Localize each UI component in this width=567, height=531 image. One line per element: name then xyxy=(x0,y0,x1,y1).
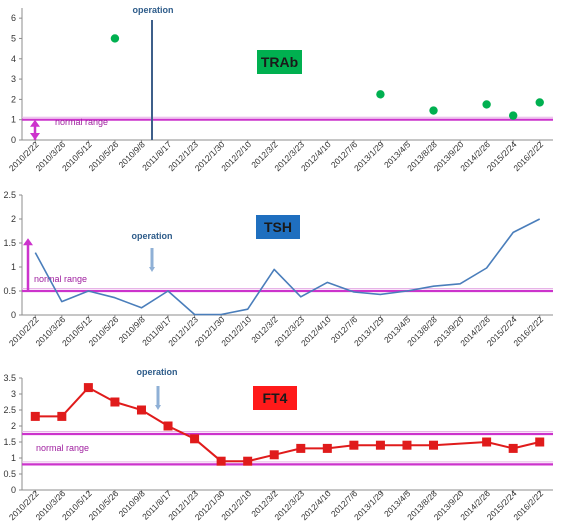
data-point xyxy=(508,443,518,453)
y-tick-label: 0 xyxy=(11,485,16,495)
y-tick-label: 6 xyxy=(11,13,16,23)
y-tick-label: 2 xyxy=(11,214,16,224)
data-point xyxy=(83,383,93,393)
y-tick-label: 2.5 xyxy=(3,405,16,415)
data-point xyxy=(429,440,439,450)
operation-label: operation xyxy=(131,231,172,241)
marker-label-box xyxy=(253,386,297,410)
data-point xyxy=(376,90,385,99)
data-point xyxy=(57,411,67,421)
normal-range-arrow-head xyxy=(30,133,40,140)
y-tick-label: 2 xyxy=(11,94,16,104)
y-tick-label: 4 xyxy=(11,54,16,64)
y-tick-label: 1 xyxy=(11,453,16,463)
y-tick-label: 1 xyxy=(11,115,16,125)
y-tick-label: 0 xyxy=(11,135,16,145)
data-point xyxy=(535,437,545,447)
data-point xyxy=(535,98,544,107)
data-point xyxy=(163,421,173,431)
chart-1: 01234562010/2/222010/3/262010/5/122010/5… xyxy=(7,5,553,173)
normal-range-label: normal range xyxy=(36,443,89,453)
y-tick-label: 1.5 xyxy=(3,238,16,248)
marker-label-text: FT4 xyxy=(263,390,288,406)
marker-label-box xyxy=(257,50,302,74)
y-tick-label: 1.5 xyxy=(3,437,16,447)
data-point xyxy=(322,443,332,453)
data-point xyxy=(243,456,253,466)
marker-label-box xyxy=(256,215,300,239)
normal-range-arrow-head xyxy=(23,238,33,246)
operation-label: operation xyxy=(136,367,177,377)
data-point xyxy=(190,434,200,444)
y-tick-label: 0.5 xyxy=(3,469,16,479)
data-point xyxy=(269,450,279,460)
y-tick-label: 2.5 xyxy=(3,190,16,200)
normal-range-label: normal range xyxy=(34,274,87,284)
operation-arrow-head xyxy=(149,267,155,272)
normal-range-label: normal range xyxy=(55,117,108,127)
data-point xyxy=(482,437,492,447)
data-point xyxy=(110,397,120,407)
y-tick-label: 0.5 xyxy=(3,286,16,296)
data-point xyxy=(375,440,385,450)
data-point xyxy=(508,111,518,120)
data-point xyxy=(110,34,120,43)
data-point xyxy=(30,411,40,421)
data-point xyxy=(349,440,359,450)
y-tick-label: 2 xyxy=(11,421,16,431)
data-point xyxy=(429,106,438,115)
y-tick-label: 3 xyxy=(11,74,16,84)
y-tick-label: 3 xyxy=(11,389,16,399)
y-tick-label: 5 xyxy=(11,33,16,43)
chart-3: 00.511.522.533.52010/2/222010/3/262010/5… xyxy=(3,367,553,522)
y-tick-label: 3.5 xyxy=(3,373,16,383)
data-point xyxy=(402,440,412,450)
data-point xyxy=(296,443,306,453)
normal-range-arrow-head xyxy=(30,119,40,127)
marker-label-text: TSH xyxy=(264,219,292,235)
operation-arrow-head xyxy=(155,405,161,410)
y-tick-label: 1 xyxy=(11,262,16,272)
series-line xyxy=(34,218,541,316)
data-point xyxy=(216,456,226,466)
marker-label-text: TRAb xyxy=(261,54,298,70)
y-tick-label: 0 xyxy=(11,310,16,320)
data-point xyxy=(482,100,491,109)
chart-2: 00.511.522.52010/2/222010/3/262010/5/122… xyxy=(3,190,553,348)
data-point xyxy=(136,405,146,415)
operation-label: operation xyxy=(132,5,173,15)
